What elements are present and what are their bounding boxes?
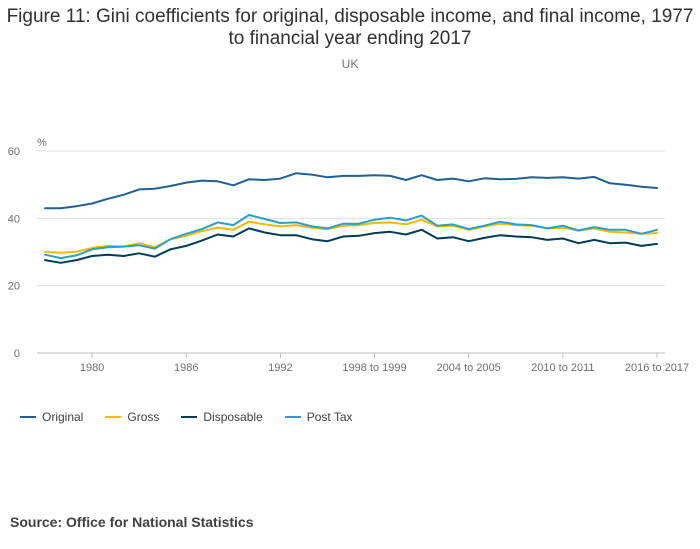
x-tick-label: 2016 to 2017 [625, 362, 689, 374]
legend-label: Post Tax [306, 410, 353, 424]
legend-item-post-tax[interactable]: Post Tax [284, 410, 353, 424]
y-tick-label: 20 [8, 281, 20, 293]
legend-swatch [181, 416, 198, 418]
x-tick-label: 1992 [268, 362, 292, 374]
legend-label: Original [42, 410, 84, 424]
series-line-post-tax[interactable] [44, 214, 658, 260]
series-layer [44, 172, 658, 264]
chart-subtitle: UK [341, 57, 359, 71]
legend-item-disposable[interactable]: Disposable [181, 410, 263, 424]
series-line-gross[interactable] [44, 218, 658, 254]
grid-layer [37, 150, 665, 354]
x-tick-label: 2010 to 2011 [531, 362, 594, 374]
legend-item-original[interactable]: Original [20, 410, 83, 424]
source-note: Source: Office for National Statistics [10, 514, 254, 530]
y-tick-label: 40 [8, 213, 20, 225]
x-tick-label: 1998 to 1999 [342, 362, 406, 374]
series-line-original[interactable] [44, 172, 658, 210]
x-tick-label: 1980 [80, 362, 104, 374]
legend-swatch [20, 416, 36, 418]
legend: Original Gross Disposable Post Tax [20, 409, 375, 425]
y-tick-label: 60 [8, 146, 20, 158]
legend-label: Gross [127, 410, 160, 424]
chart-title: Figure 11: Gini coefficients for origina… [6, 6, 694, 49]
axis-layer: 0 20 40 60% 1980 1986 1992 1998 to 1999 2004 to … [8, 137, 689, 374]
legend-item-gross[interactable]: Gross [105, 410, 159, 424]
y-unit-label: % [37, 137, 47, 149]
y-tick-label: 0 [14, 348, 20, 360]
legend-swatch [105, 416, 122, 418]
x-tick-label: 1986 [174, 362, 198, 374]
legend-swatch [284, 416, 301, 418]
legend-label: Disposable [203, 410, 263, 424]
series-line-disposable[interactable] [44, 227, 658, 264]
x-tick-label: 2004 to 2005 [437, 362, 501, 374]
